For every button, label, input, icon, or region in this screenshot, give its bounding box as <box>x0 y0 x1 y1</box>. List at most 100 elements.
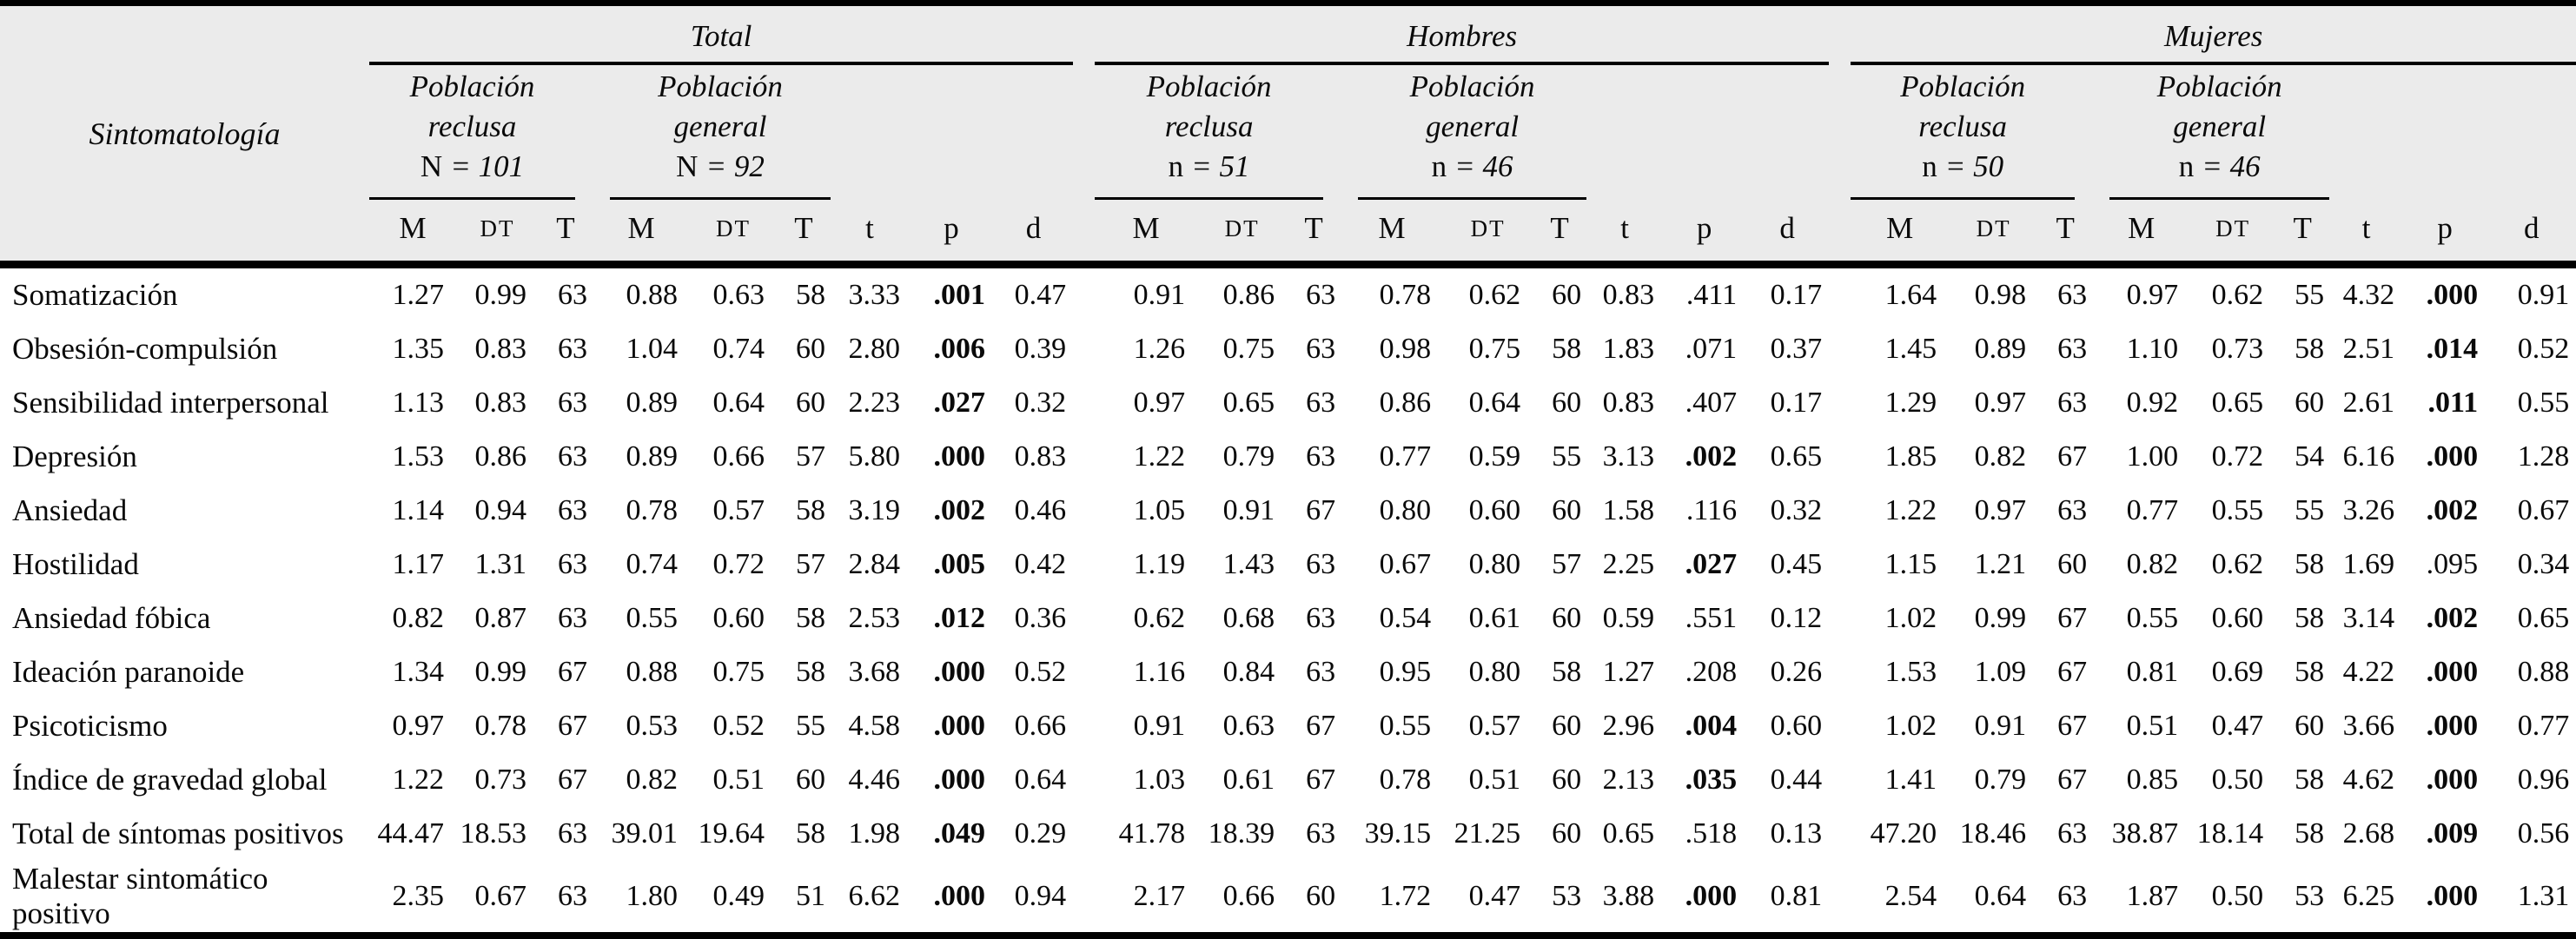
col-header-p-value: p <box>1663 200 1746 268</box>
sample-size: n = 50 <box>1922 149 2004 183</box>
cell-mujeres-t: 6.25 <box>2329 861 2404 936</box>
cell-total-t2: 60 <box>777 376 831 430</box>
table-row: Ideación paranoide 1.34 0.99 67 0.88 0.75 58 3.… <box>0 645 2576 699</box>
cell-mujeres-t: 2.61 <box>2329 376 2404 430</box>
cell-hombres-t1: 63 <box>1287 376 1341 430</box>
row-label: Obsesión-compulsión <box>0 322 369 376</box>
cell-mujeres-t2: 58 <box>2275 538 2330 592</box>
col-header-t-score: T <box>2275 200 2330 268</box>
table-row: Depresión 1.53 0.86 63 0.89 0.66 57 5.80.000 0.8… <box>0 430 2576 484</box>
cell-hombres-m1: 41.78 <box>1095 807 1198 861</box>
col-header-t-score: T <box>1287 200 1341 268</box>
column-spacer <box>1073 376 1096 430</box>
cell-hombres-t2: 55 <box>1533 430 1587 484</box>
cell-mujeres-dt1: 0.99 <box>1949 592 2039 645</box>
cell-hombres-t1: 63 <box>1287 322 1341 376</box>
population-label: reclusa <box>1918 109 2008 143</box>
cell-total-dt2: 0.63 <box>690 264 777 322</box>
cell-total-t2: 58 <box>777 645 831 699</box>
cell-total-m2: 0.82 <box>593 753 690 807</box>
cell-mujeres-p: .002 <box>2403 592 2487 645</box>
column-spacer <box>1073 861 1096 936</box>
cell-mujeres-m1: 1.29 <box>1851 376 1950 430</box>
cell-mujeres-t: 2.51 <box>2329 322 2404 376</box>
cell-mujeres-d: 1.31 <box>2487 861 2576 936</box>
cell-total-t: 2.23 <box>831 376 909 430</box>
column-spacer <box>1073 3 1096 268</box>
cell-mujeres-dt2: 0.50 <box>2190 861 2276 936</box>
cell-total-t: 3.33 <box>831 264 909 322</box>
cell-hombres-d: 0.13 <box>1745 807 1830 861</box>
cell-hombres-d: 0.81 <box>1745 861 1830 936</box>
cell-mujeres-dt2: 0.47 <box>2190 699 2276 753</box>
cell-total-dt2: 0.75 <box>690 645 777 699</box>
cell-hombres-m2: 0.55 <box>1341 699 1444 753</box>
cell-mujeres-m1: 1.85 <box>1851 430 1950 484</box>
cell-mujeres-d: 0.56 <box>2487 807 2576 861</box>
cell-mujeres-t1: 67 <box>2038 592 2093 645</box>
cell-hombres-dt2: 21.25 <box>1443 807 1533 861</box>
cell-total-p: .005 <box>909 538 994 592</box>
population-label: Población <box>2156 69 2282 103</box>
cell-total-d: 0.46 <box>994 484 1074 538</box>
population-label: Población <box>409 69 535 103</box>
cell-mujeres-p: .002 <box>2403 484 2487 538</box>
cell-hombres-m2: 0.78 <box>1341 264 1444 322</box>
column-spacer <box>1073 699 1096 753</box>
cell-hombres-m1: 0.91 <box>1095 699 1198 753</box>
cell-hombres-t: 2.25 <box>1586 538 1664 592</box>
cell-hombres-d: 0.65 <box>1745 430 1830 484</box>
cell-hombres-d: 0.44 <box>1745 753 1830 807</box>
cell-hombres-dt1: 0.61 <box>1197 753 1288 807</box>
cell-hombres-d: 0.17 <box>1745 376 1830 430</box>
table-row: Ansiedad fóbica 0.82 0.87 63 0.55 0.60 58 2.53.… <box>0 592 2576 645</box>
cell-hombres-t1: 67 <box>1287 484 1341 538</box>
population-header-row: Población reclusa N = 101 Población gener… <box>0 63 2576 200</box>
cell-total-t2: 57 <box>777 538 831 592</box>
cell-total-m2: 0.53 <box>593 699 690 753</box>
cell-mujeres-t1: 63 <box>2038 807 2093 861</box>
col-header-m: M <box>2092 200 2191 268</box>
cell-total-t1: 63 <box>539 861 593 936</box>
cell-total-t: 2.84 <box>831 538 909 592</box>
cell-mujeres-m2: 0.81 <box>2092 645 2191 699</box>
column-spacer <box>1829 807 1851 861</box>
cell-total-t: 5.80 <box>831 430 909 484</box>
cell-hombres-p: .002 <box>1663 430 1746 484</box>
cell-total-t2: 60 <box>777 753 831 807</box>
cell-mujeres-d: 1.28 <box>2487 430 2576 484</box>
cell-total-t1: 63 <box>539 376 593 430</box>
cell-hombres-t: 2.96 <box>1586 699 1664 753</box>
cell-mujeres-dt2: 18.14 <box>2190 807 2276 861</box>
cell-mujeres-t2: 58 <box>2275 645 2330 699</box>
cell-mujeres-d: 0.96 <box>2487 753 2576 807</box>
cell-total-d: 0.64 <box>994 753 1074 807</box>
population-label: Población <box>1146 69 1272 103</box>
cell-mujeres-t2: 60 <box>2275 376 2330 430</box>
row-label: Sensibilidad interpersonal <box>0 376 369 430</box>
col-header-m: M <box>1341 200 1444 268</box>
row-label: Hostilidad <box>0 538 369 592</box>
cell-total-t1: 63 <box>539 538 593 592</box>
cell-total-m2: 1.04 <box>593 322 690 376</box>
population-label: Población <box>1900 69 2026 103</box>
cell-total-dt2: 19.64 <box>690 807 777 861</box>
cell-hombres-dt1: 0.63 <box>1197 699 1288 753</box>
cell-mujeres-d: 0.65 <box>2487 592 2576 645</box>
cell-total-d: 0.94 <box>994 861 1074 936</box>
col-header-dt: DT <box>690 200 777 268</box>
cell-mujeres-dt2: 0.50 <box>2190 753 2276 807</box>
cell-hombres-dt2: 0.80 <box>1443 645 1533 699</box>
cell-total-dt1: 0.94 <box>456 484 539 538</box>
cell-mujeres-dt1: 0.82 <box>1949 430 2039 484</box>
cell-hombres-t1: 63 <box>1287 645 1341 699</box>
cell-hombres-dt2: 0.61 <box>1443 592 1533 645</box>
cell-hombres-dt2: 0.57 <box>1443 699 1533 753</box>
col-header-d-effect: d <box>2487 200 2576 268</box>
cell-mujeres-dt1: 0.91 <box>1949 699 2039 753</box>
cell-total-t: 3.19 <box>831 484 909 538</box>
cell-total-d: 0.52 <box>994 645 1074 699</box>
cell-hombres-m1: 0.91 <box>1095 264 1198 322</box>
